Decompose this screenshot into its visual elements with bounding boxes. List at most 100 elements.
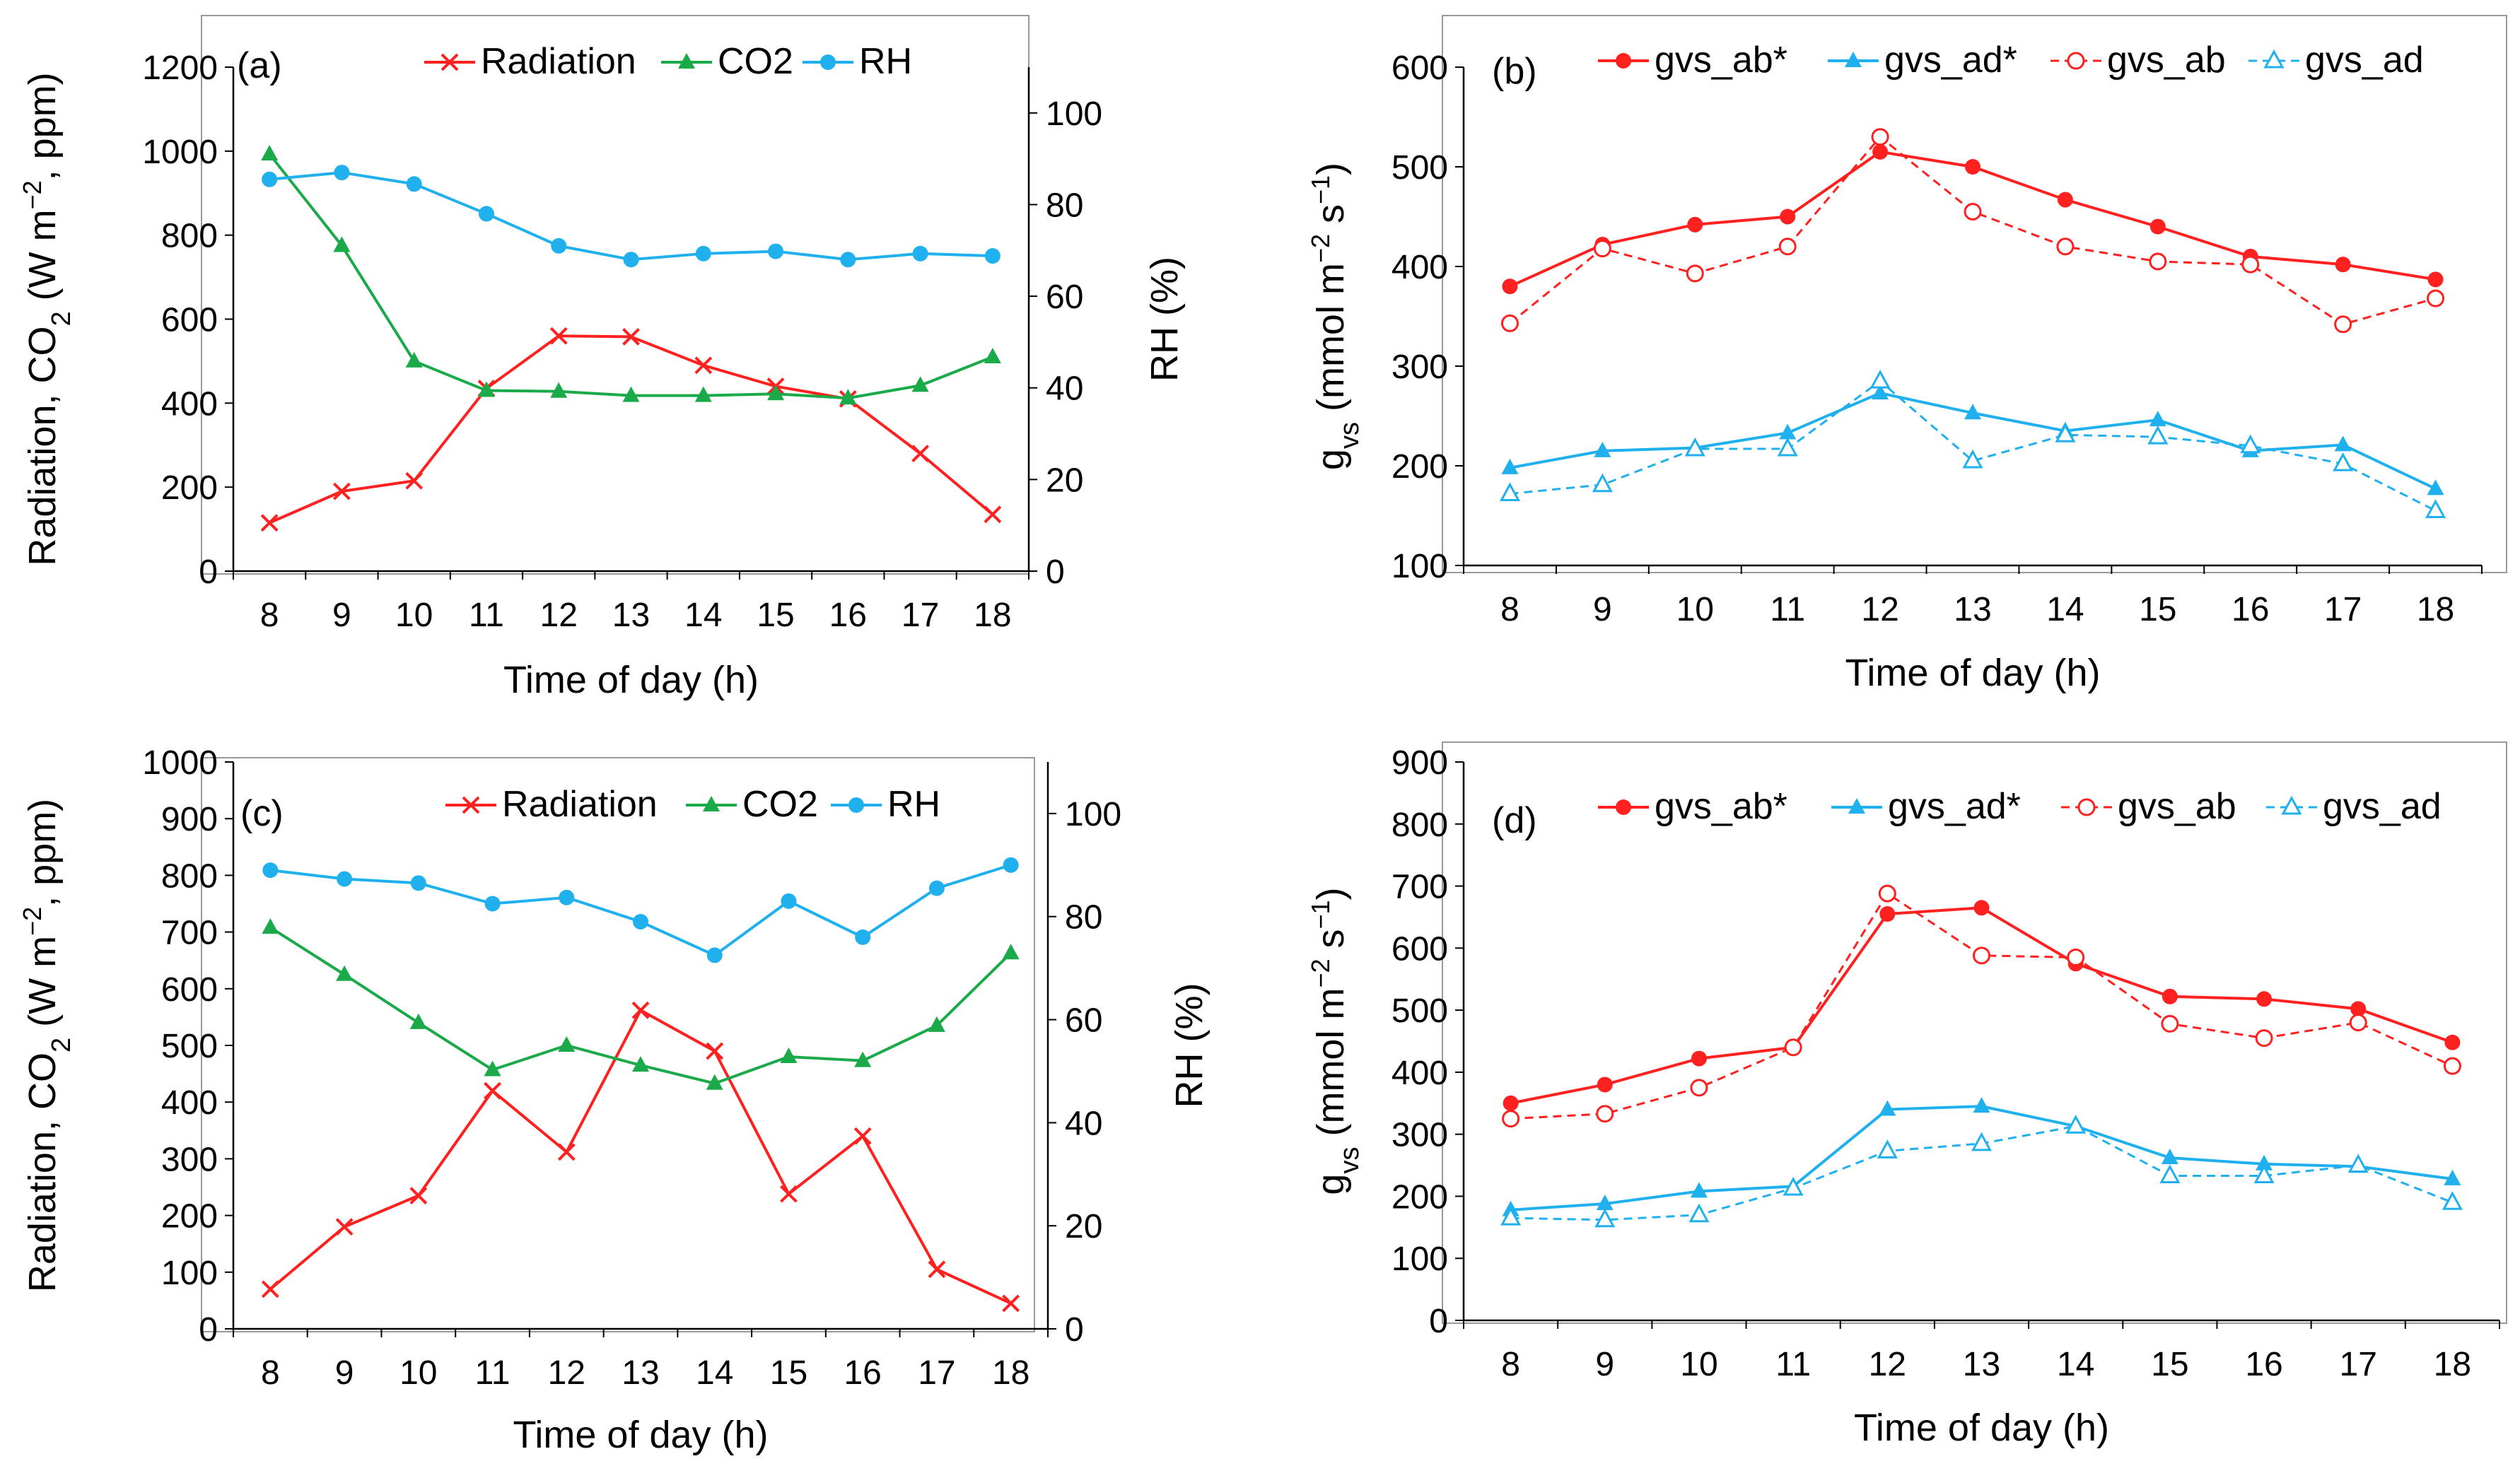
y-axis-title-right: RH (%) [1168,983,1211,1108]
data-point [1872,143,1889,160]
legend-marker [2077,798,2096,816]
x-axis-title: Time of day (h) [1854,1407,2109,1449]
data-point [261,1280,279,1298]
data-point [410,875,426,891]
data-point [1971,1132,1993,1151]
panel-label: (d) [1492,800,1537,841]
y-tick-label-left: 300 [161,1141,218,1178]
legend-marker [678,53,695,69]
x-tick-label: 8 [1500,591,1519,628]
data-point [409,1187,428,1204]
data-point [2444,1034,2461,1050]
legend-marker [820,54,836,70]
legend-label: gvs_ad [2323,786,2442,827]
legend-marker [703,796,720,811]
legend-entry: CO2 [661,41,793,82]
data-point [853,1127,872,1145]
y-tick-label-left: 100 [1392,1241,1448,1278]
data-point [2161,1149,2178,1165]
data-point [2427,479,2444,495]
data-point [1878,884,1896,903]
data-point [334,165,350,181]
x-tick-label: 17 [902,597,939,634]
x-tick-label: 16 [844,1354,881,1392]
x-tick-label: 11 [475,1354,511,1392]
data-point [1002,1294,1020,1313]
data-point [1500,314,1519,332]
x-tick-label: 14 [696,1354,733,1392]
data-point [2334,435,2352,452]
y-tick-label-left: 200 [161,1198,218,1236]
data-point [1879,906,1896,922]
legend-marker [1848,798,1865,814]
y-axis-title-left: gvs (mmol m−2 s−1) [1306,163,1365,470]
data-point [1783,1176,1804,1196]
chart-panel-a: 8 9 10 11 12 13 14 15 16 17 1802004006008001000120… [18,15,1186,701]
y-tick-label-left: 1000 [142,134,218,171]
data-point [2255,1029,2273,1048]
data-point [1973,1097,1990,1113]
data-point [706,947,723,963]
x-tick-label: 9 [332,597,351,634]
data-point [1592,473,1613,493]
y-tick-label-right: 20 [1065,1208,1102,1245]
y-tick-label-left: 200 [1392,1178,1448,1216]
data-point [262,918,279,934]
data-point [2425,499,2446,518]
data-point [912,245,928,262]
legend-entry: Radiation [445,784,658,825]
data-point [550,382,568,398]
y-tick-label-left: 200 [161,469,218,507]
data-point [484,896,501,912]
x-tick-label: 14 [2046,591,2084,628]
data-point [477,381,495,397]
legend-entry: gvs_ab* [1598,786,1787,827]
y-tick-label-left: 800 [1392,807,1448,844]
legend-marker [848,797,864,813]
y-axis-title-left: Radiation, CO2 (W m−2, ppm) [18,72,77,565]
data-point [336,965,354,981]
x-tick-label: 13 [1963,1346,2000,1383]
y-tick-label-right: 40 [1046,370,1083,408]
y-tick-label-left: 700 [161,915,218,952]
data-point [928,880,945,896]
data-point [840,252,856,268]
data-point [1973,946,1990,965]
y-tick-label-right: 100 [1046,95,1102,133]
data-point [559,889,575,905]
x-tick-label: 15 [770,1354,807,1392]
y-tick-label-right: 40 [1065,1105,1102,1142]
data-point [549,327,568,345]
series-line [270,863,1012,957]
legend-label: gvs_ad* [1884,40,2017,81]
y-tick-label-left: 600 [1392,49,1448,87]
data-point [2333,452,2354,471]
data-point [2444,1169,2461,1185]
legend-marker [1616,799,1631,815]
data-point [557,1143,576,1161]
series-gvs-ab-star [1503,900,2461,1111]
series-gvs-ab [1500,128,2445,334]
x-tick-label: 18 [992,1354,1029,1392]
x-tick-label: 14 [684,597,722,634]
legend-entry: gvs_ab* [1598,40,1787,81]
data-point [911,376,929,392]
y-tick-label-left: 300 [1392,1117,1448,1154]
x-tick-label: 12 [1861,591,1898,628]
x-tick-label: 16 [2232,591,2269,628]
y-tick-label-left: 400 [161,385,218,423]
series-line [269,334,994,524]
data-point [928,1260,946,1279]
data-point [1594,441,1611,457]
legend-entry: Radiation [424,41,636,82]
y-tick-label-left: 600 [161,971,218,1009]
x-tick-label: 9 [335,1354,354,1392]
data-point [1778,237,1797,256]
y-tick-label-left: 300 [1392,348,1448,386]
legend-label: gvs_ab [2107,40,2226,81]
data-point [1690,1079,1708,1097]
x-tick-label: 17 [918,1354,955,1392]
legend-marker [1845,52,1862,67]
series-gvs-ad-star [1501,384,2444,495]
y-tick-label-left: 600 [1392,930,1448,968]
